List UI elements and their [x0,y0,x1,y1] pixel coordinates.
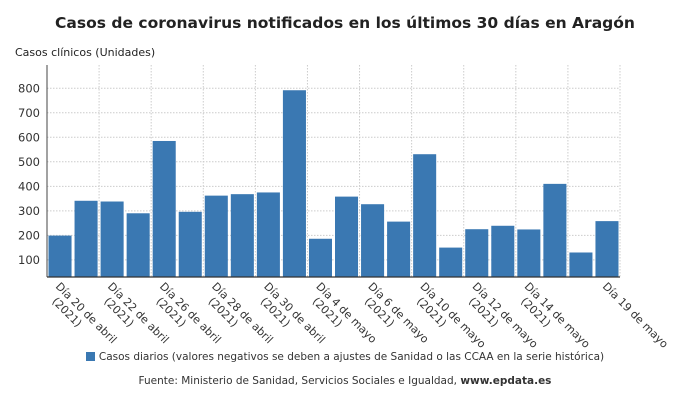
y-tick-label: 500 [18,155,40,169]
bar [465,229,489,277]
source-site: www.epdata.es [460,375,552,387]
bar [256,192,280,277]
legend-label: Casos diarios (valores negativos se debe… [98,351,605,363]
bar [413,154,437,277]
bar [204,195,228,277]
y-tick-label: 200 [18,228,40,242]
bar [543,183,567,277]
bar [178,211,202,277]
bar [48,235,72,277]
chart-title: Casos de coronavirus notificados en los … [55,14,635,32]
legend: Casos diarios (valores negativos se debe… [0,351,690,363]
bar [282,90,306,277]
bar [517,229,541,277]
bar [361,204,385,277]
bar [387,221,411,277]
y-tick-label: 800 [18,81,40,95]
y-tick-label: 100 [18,253,40,267]
bar [491,225,515,277]
y-tick-label: 600 [18,130,40,144]
source-note: Fuente: Ministerio de Sanidad, Servicios… [0,375,690,387]
bar [595,221,619,277]
bar [100,201,124,277]
y-tick-label: 400 [18,179,40,193]
legend-swatch [85,352,95,361]
bar [335,196,359,277]
x-tick-label: Día 19 de mayo [600,280,671,350]
bar [308,238,332,277]
bar [439,247,463,277]
bar [74,200,98,277]
bar [126,213,150,277]
bar [230,194,254,277]
bar [152,140,176,277]
y-tick-label: 300 [18,204,40,218]
y-tick-label: 700 [18,106,40,120]
bar [569,252,593,277]
y-axis-label: Casos clínicos (Unidades) [15,46,156,59]
source-text: Fuente: Ministerio de Sanidad, Servicios… [138,375,461,387]
